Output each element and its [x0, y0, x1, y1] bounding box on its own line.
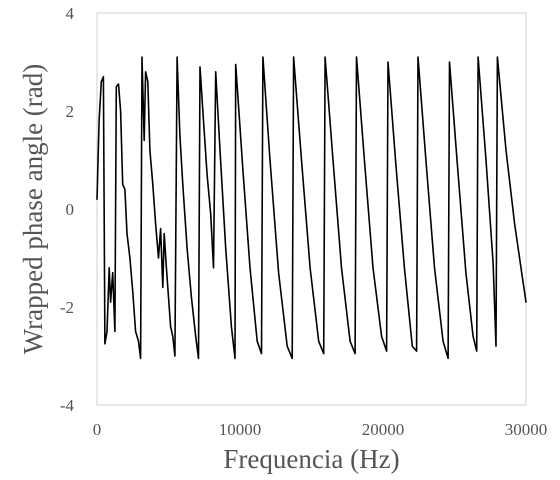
x-tick-label: 20000	[362, 420, 405, 439]
y-tick-label: 4	[66, 4, 75, 23]
y-tick-label: 2	[66, 102, 75, 121]
plot-frame	[96, 12, 527, 406]
wrapped-phase-line	[96, 56, 527, 360]
x-tick-label: 10000	[219, 420, 262, 439]
x-axis-title: Frequencia (Hz)	[223, 444, 399, 474]
tick-labels: -4 -2 0 2 4 0 10000 20000 30000	[60, 4, 547, 439]
y-axis-title: Wrapped phase angle (rad)	[18, 64, 48, 355]
x-tick-label: 0	[93, 420, 102, 439]
x-tick-label: 30000	[505, 420, 548, 439]
y-tick-label: -2	[60, 298, 74, 317]
y-tick-label: -4	[60, 396, 75, 415]
y-tick-label: 0	[66, 200, 75, 219]
